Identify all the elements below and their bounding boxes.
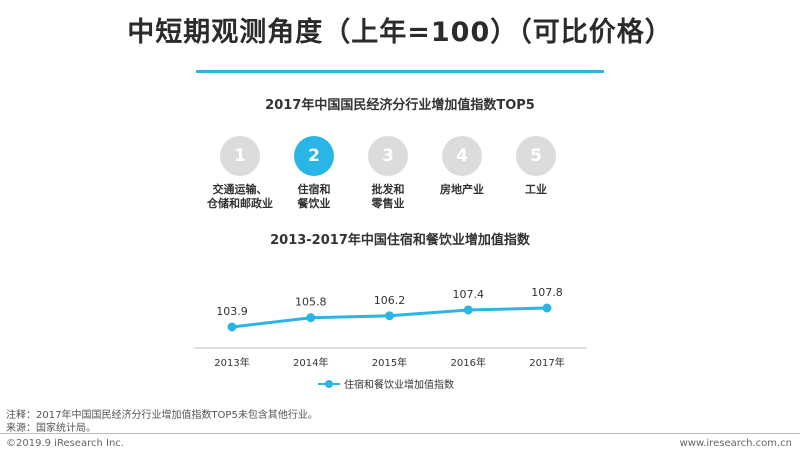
- copyright: ©2019.9 iResearch Inc.: [6, 438, 124, 449]
- legend-label: 住宿和餐饮业增加值指数: [344, 380, 454, 391]
- data-point: [227, 322, 237, 332]
- data-point: [385, 311, 394, 321]
- site-url: www.iresearch.com.cn: [679, 438, 792, 449]
- x-tick-label: 2013年: [214, 356, 249, 369]
- legend-marker: [318, 379, 340, 389]
- rank-circle-2: 2: [294, 136, 334, 176]
- rank-circle-3: 3: [368, 136, 408, 176]
- footer-divider: [0, 433, 800, 434]
- rank-circle-4: 4: [442, 136, 482, 176]
- x-tick-label: 2014年: [293, 356, 328, 369]
- source-text: 来源：国家统计局。: [6, 423, 96, 434]
- rank-label-3: 批发和 零售业: [371, 183, 405, 210]
- x-tick-label: 2015年: [372, 356, 407, 369]
- title-divider: [196, 70, 604, 73]
- x-tick-label: 2017年: [529, 356, 564, 369]
- data-point: [542, 303, 552, 313]
- chart-title: 2013-2017年中国住宿和餐饮业增加值指数: [270, 233, 530, 248]
- data-label: 106.2: [374, 294, 406, 307]
- rank-label-1: 交通运输、 仓储和邮政业: [207, 183, 273, 210]
- chart-legend: 住宿和餐饮业增加值指数: [318, 376, 454, 391]
- data-label: 107.4: [453, 288, 485, 301]
- note-text: 注释：2017年中国国民经济分行业增加值指数TOP5未包含其他行业。: [6, 410, 318, 421]
- rank-label-2: 住宿和 餐饮业: [297, 183, 331, 210]
- data-label: 107.8: [531, 286, 563, 299]
- data-label: 105.8: [295, 296, 327, 309]
- data-label: 103.9: [216, 305, 248, 318]
- page-title: 中短期观测角度（上年=100）（可比价格）: [127, 17, 673, 48]
- x-tick-label: 2016年: [451, 356, 486, 369]
- rank-label-4: 房地产业: [440, 183, 484, 196]
- rank-circle-5: 5: [516, 136, 556, 176]
- data-point: [306, 313, 316, 323]
- ranking-title: 2017年中国国民经济分行业增加值指数TOP5: [265, 98, 535, 113]
- rank-label-5: 工业: [525, 183, 547, 196]
- data-point: [463, 305, 473, 315]
- rank-circle-1: 1: [220, 136, 260, 176]
